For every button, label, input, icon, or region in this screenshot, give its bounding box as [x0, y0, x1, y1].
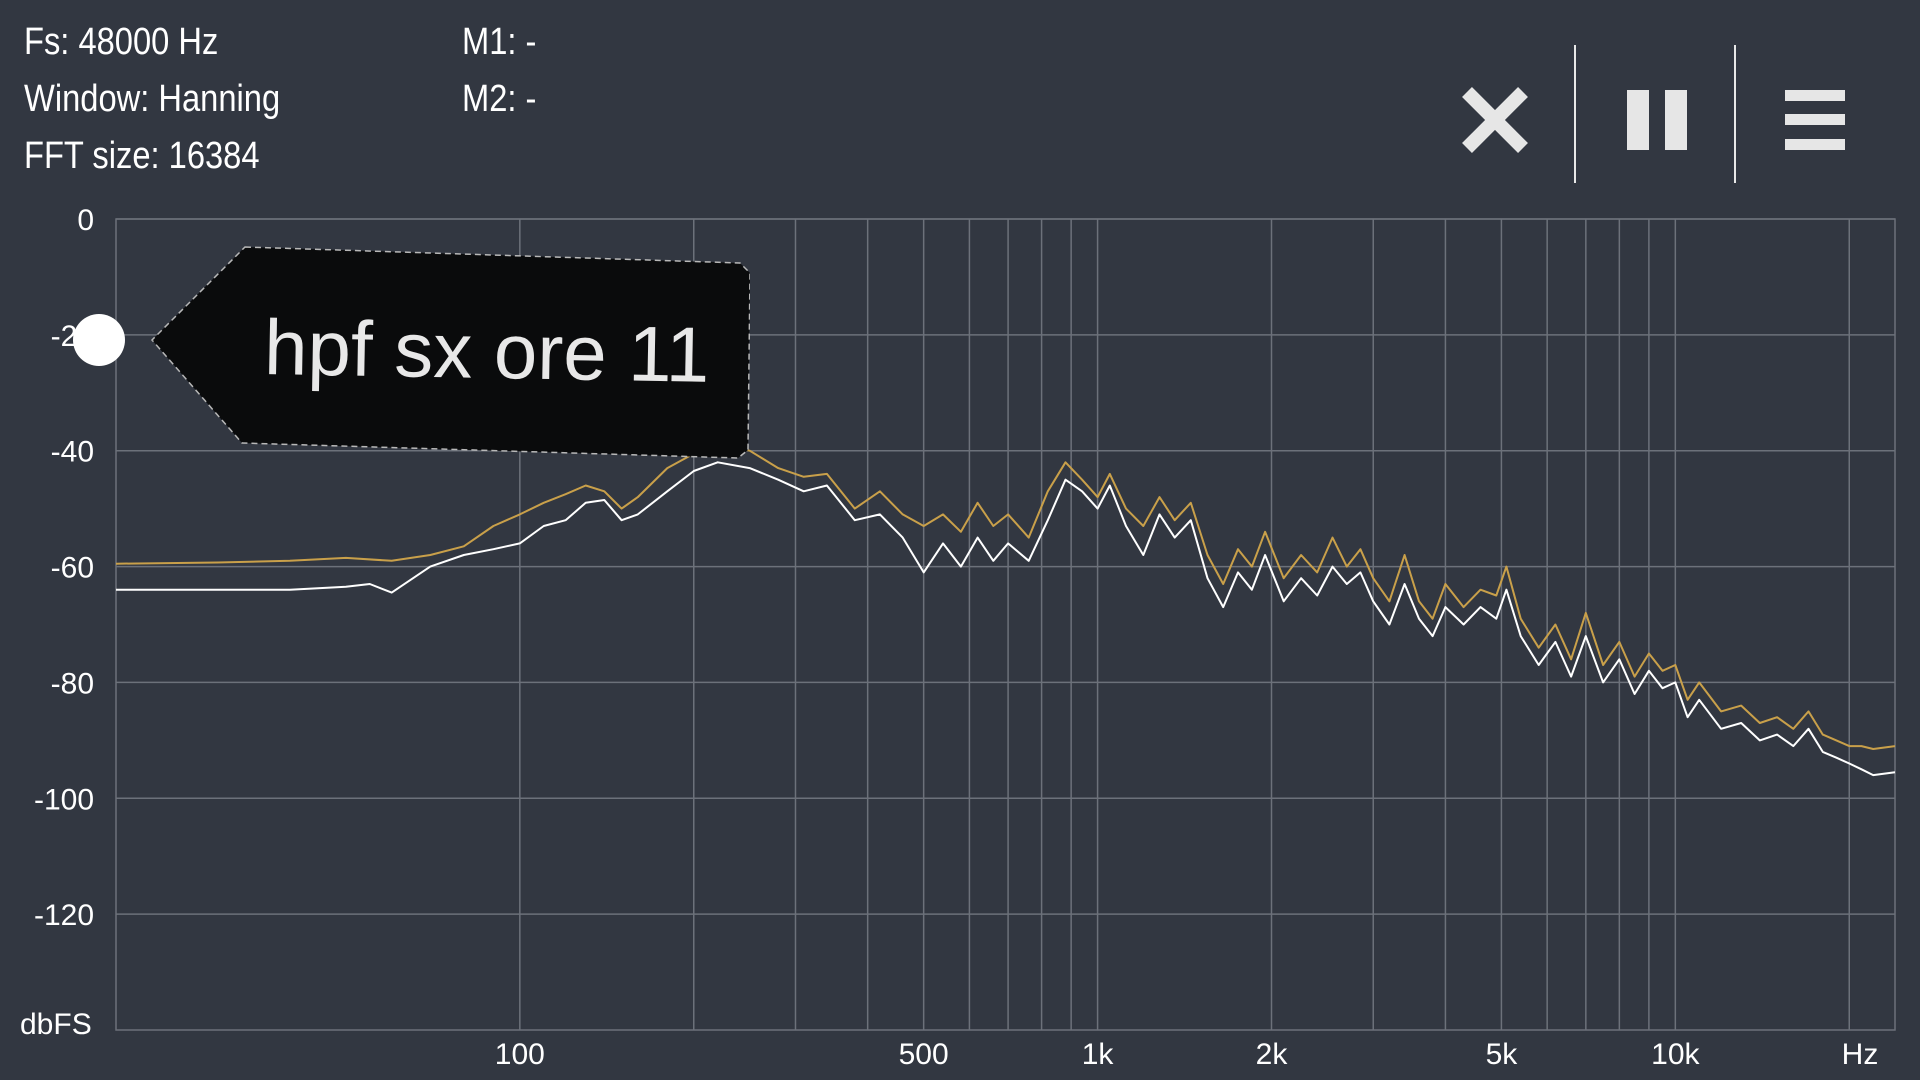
marker-tag[interactable]	[150, 245, 750, 460]
y-tick-label: -60	[51, 552, 94, 585]
chart-series	[115, 443, 1896, 777]
close-icon	[1462, 87, 1528, 153]
marker-handle[interactable]	[73, 314, 125, 366]
x-tick-label: 500	[899, 1038, 949, 1071]
x-axis-label: Hz	[1842, 1038, 1879, 1071]
toolbar-separator	[1734, 45, 1736, 183]
y-tick-label: -100	[34, 783, 94, 816]
marker-m1-text: M1: -	[462, 21, 537, 63]
x-tick-label: 2k	[1256, 1038, 1289, 1071]
close-button[interactable]	[1440, 60, 1550, 180]
y-tick-label: -120	[34, 899, 94, 932]
y-tick-label: -40	[51, 436, 94, 469]
window-text: Window: Hanning	[24, 78, 281, 120]
sample-rate-text: Fs: 48000 Hz	[24, 21, 219, 63]
pause-button[interactable]	[1602, 60, 1712, 180]
series-line-1	[115, 443, 1896, 750]
marker-m2-text: M2: -	[462, 78, 537, 120]
y-axis-label: dbFS	[20, 1008, 92, 1041]
series-line-2	[116, 461, 1896, 777]
marker-label: hpf sx ore 11	[263, 302, 711, 399]
y-tick-label: 0	[77, 204, 94, 237]
x-tick-label: 5k	[1486, 1038, 1519, 1071]
x-tick-label: 1k	[1082, 1038, 1115, 1071]
pause-icon	[1627, 90, 1687, 150]
fft-size-text: FFT size: 16384	[24, 135, 260, 177]
menu-icon	[1785, 90, 1845, 150]
info-left: Fs: 48000 Hz Window: Hanning FFT size: 1…	[24, 14, 280, 185]
toolbar-separator	[1574, 45, 1576, 183]
x-tick-label: 100	[495, 1038, 545, 1071]
menu-button[interactable]	[1760, 60, 1870, 180]
y-tick-label: -80	[51, 667, 94, 700]
marker-info: M1: - M2: -	[462, 14, 536, 128]
x-tick-label: 10k	[1651, 1038, 1700, 1071]
